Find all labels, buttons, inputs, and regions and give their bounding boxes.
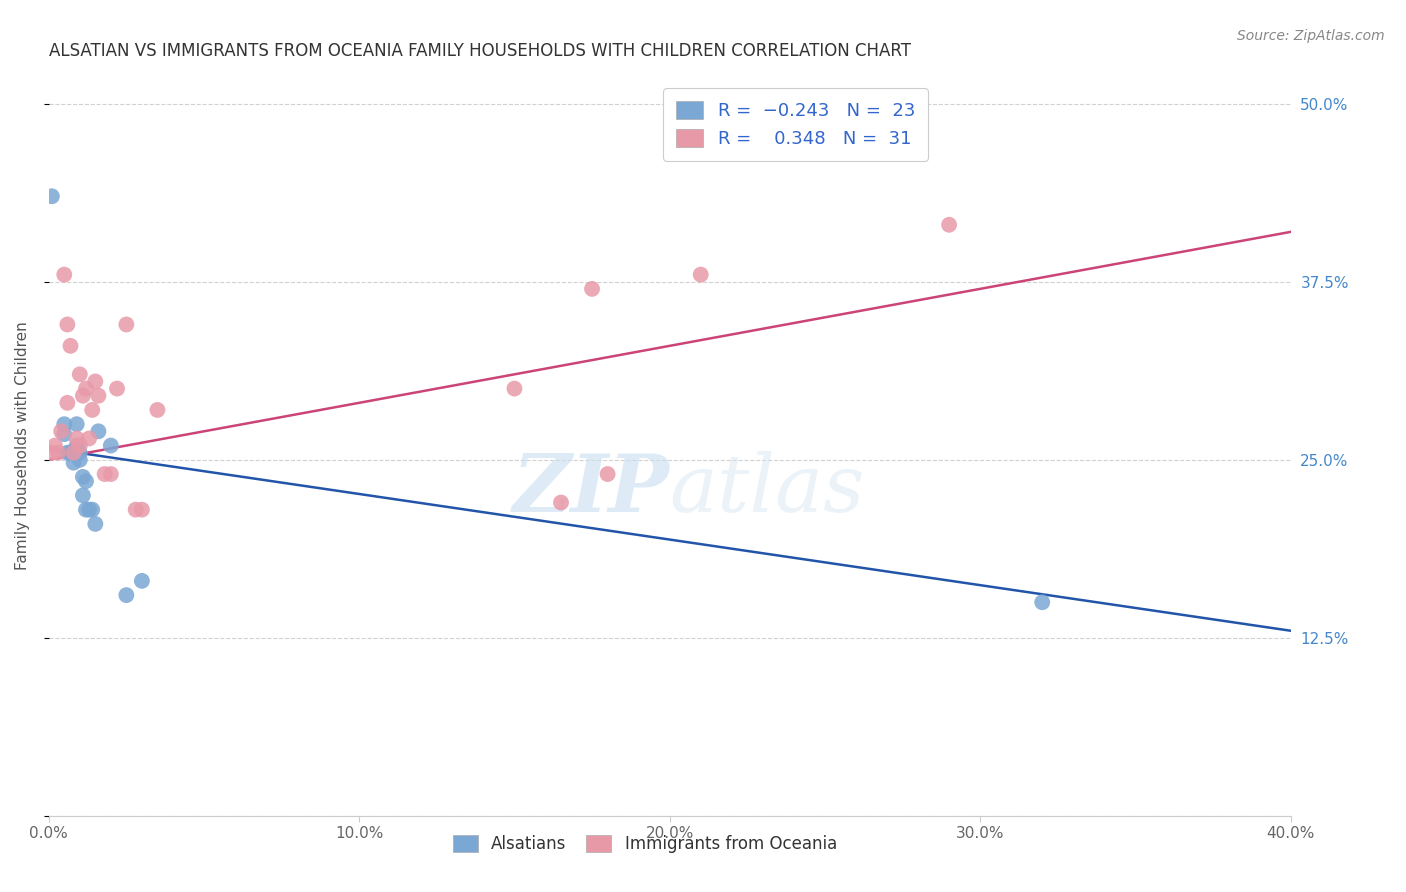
Point bbox=[59, 445, 82, 459]
Point bbox=[100, 467, 122, 481]
Text: Source: ZipAtlas.com: Source: ZipAtlas.com bbox=[1237, 29, 1385, 43]
Point bbox=[596, 467, 619, 481]
Point bbox=[69, 438, 91, 452]
Point bbox=[56, 318, 79, 332]
Text: ZIP: ZIP bbox=[513, 451, 669, 529]
Point bbox=[82, 403, 104, 417]
Point bbox=[75, 502, 97, 516]
Point bbox=[1031, 595, 1053, 609]
Point bbox=[66, 438, 89, 452]
Point bbox=[62, 445, 84, 459]
Point bbox=[59, 339, 82, 353]
Point bbox=[87, 389, 110, 403]
Point bbox=[100, 438, 122, 452]
Point bbox=[53, 268, 76, 282]
Point bbox=[93, 467, 115, 481]
Point bbox=[41, 445, 63, 459]
Point bbox=[125, 502, 148, 516]
Text: atlas: atlas bbox=[669, 451, 865, 529]
Text: ALSATIAN VS IMMIGRANTS FROM OCEANIA FAMILY HOUSEHOLDS WITH CHILDREN CORRELATION : ALSATIAN VS IMMIGRANTS FROM OCEANIA FAMI… bbox=[49, 42, 911, 60]
Point bbox=[82, 502, 104, 516]
Point bbox=[115, 318, 138, 332]
Point bbox=[550, 495, 572, 509]
Point bbox=[72, 470, 94, 484]
Point bbox=[146, 403, 169, 417]
Point bbox=[689, 268, 711, 282]
Y-axis label: Family Households with Children: Family Households with Children bbox=[15, 321, 30, 570]
Point bbox=[72, 488, 94, 502]
Point bbox=[62, 445, 84, 459]
Point bbox=[131, 574, 153, 588]
Point bbox=[938, 218, 960, 232]
Point bbox=[75, 382, 97, 396]
Point bbox=[53, 427, 76, 442]
Point bbox=[69, 368, 91, 382]
Point bbox=[53, 417, 76, 432]
Point bbox=[105, 382, 128, 396]
Point bbox=[84, 375, 107, 389]
Point bbox=[66, 417, 89, 432]
Point bbox=[41, 189, 63, 203]
Legend: R =  −0.243   N =  23, R =    0.348   N =  31: R = −0.243 N = 23, R = 0.348 N = 31 bbox=[664, 88, 928, 161]
Point bbox=[69, 445, 91, 459]
Point bbox=[44, 438, 66, 452]
Point bbox=[84, 516, 107, 531]
Point bbox=[62, 456, 84, 470]
Point bbox=[56, 396, 79, 410]
Point bbox=[115, 588, 138, 602]
Point bbox=[51, 425, 73, 439]
Point bbox=[66, 432, 89, 446]
Point bbox=[77, 502, 100, 516]
Point bbox=[503, 382, 526, 396]
Point bbox=[69, 452, 91, 467]
Point bbox=[46, 445, 69, 459]
Point bbox=[581, 282, 603, 296]
Point bbox=[75, 474, 97, 488]
Point bbox=[56, 445, 79, 459]
Point bbox=[131, 502, 153, 516]
Point bbox=[72, 389, 94, 403]
Point bbox=[77, 432, 100, 446]
Point bbox=[87, 425, 110, 439]
